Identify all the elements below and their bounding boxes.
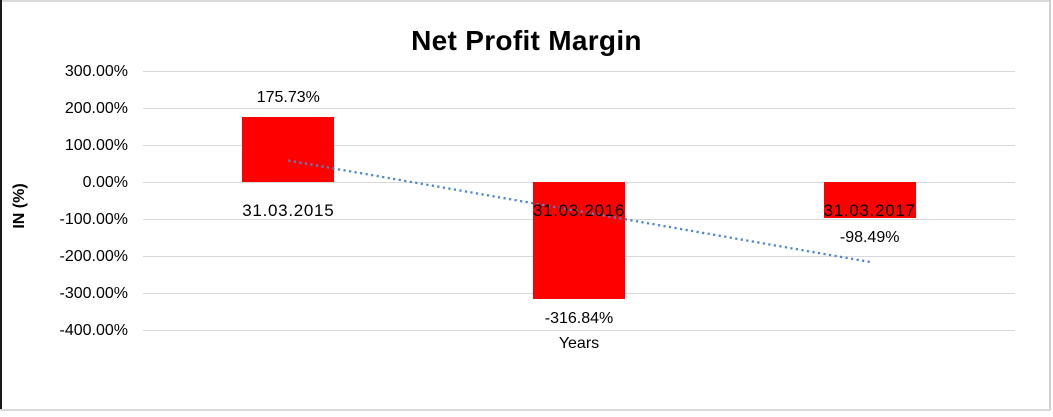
y-tick-label: 300.00% (64, 62, 128, 80)
category-label: 31.03.2017 (823, 201, 916, 220)
category-label: 31.03.2015 (242, 201, 335, 220)
gridline (143, 144, 1015, 146)
x-axis-title: Years (558, 335, 600, 352)
bar-value-label: -316.84% (544, 310, 614, 328)
bar (533, 182, 625, 300)
chart-border-left (0, 0, 2, 411)
y-tick-label: -100.00% (59, 210, 129, 228)
bar-value-label: 175.73% (256, 88, 320, 106)
y-tick-label: 0.00% (82, 173, 128, 191)
gridline (143, 70, 1015, 72)
chart-border-top (0, 0, 1051, 2)
y-tick-label: -200.00% (59, 247, 129, 265)
bar (242, 116, 335, 182)
chart-border-right (1049, 0, 1051, 411)
gridline (143, 107, 1015, 109)
gridline (143, 329, 1015, 331)
chart-title: Net Profit Margin (411, 25, 642, 56)
y-tick-label: -400.00% (59, 321, 129, 339)
y-axis-title: IN (%) (11, 183, 28, 229)
y-tick-label: 200.00% (64, 99, 128, 117)
category-label: 31.03.2016 (532, 201, 626, 220)
bar-value-label: -98.49% (839, 229, 900, 247)
y-tick-label: -300.00% (59, 284, 129, 302)
y-tick-label: 100.00% (64, 136, 128, 154)
chart-border-bottom (0, 409, 1051, 411)
